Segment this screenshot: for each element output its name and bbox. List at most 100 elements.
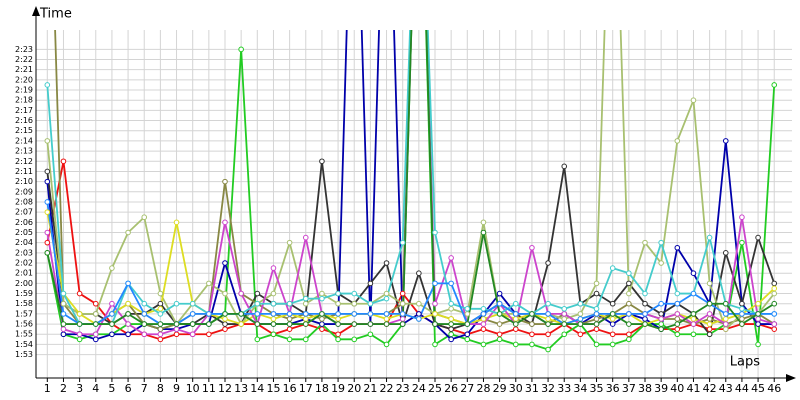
x-tick-label: 35 (590, 382, 604, 395)
point (464, 311, 471, 317)
point (44, 239, 51, 246)
point (658, 239, 664, 246)
series-line (46, 30, 775, 325)
point (480, 326, 487, 332)
point (658, 260, 664, 266)
point (189, 331, 196, 338)
point (674, 138, 681, 144)
point (254, 311, 261, 317)
point (739, 311, 745, 317)
x-tick-label: 10 (186, 382, 200, 395)
point (609, 265, 616, 271)
y-arrow (32, 6, 40, 16)
point (206, 311, 212, 317)
point (416, 300, 422, 307)
point (529, 331, 535, 338)
point (739, 214, 745, 221)
point (609, 341, 616, 348)
point (416, 311, 422, 317)
point (674, 244, 681, 251)
point (222, 316, 228, 322)
point (286, 321, 293, 327)
point (642, 300, 648, 307)
point (92, 331, 99, 338)
point (448, 300, 454, 307)
point (222, 326, 228, 332)
x-tick-label: 17 (299, 382, 313, 395)
point (658, 316, 664, 322)
point (383, 295, 390, 302)
y-tick-label: 2:13 (15, 147, 33, 156)
point (367, 321, 374, 327)
point (383, 321, 390, 327)
point (739, 321, 745, 327)
point (367, 311, 374, 317)
point (706, 331, 713, 338)
x-tick-label: 5 (108, 382, 115, 395)
point (319, 326, 325, 332)
x-tick-label: 36 (606, 382, 620, 395)
point (189, 321, 196, 327)
x-tick-label: 40 (670, 382, 684, 395)
x-tick-label: 24 (412, 382, 426, 395)
point (319, 311, 325, 317)
point (351, 311, 358, 317)
point (771, 326, 778, 332)
point (480, 311, 487, 317)
x-tick-label: 32 (541, 382, 555, 395)
point (254, 300, 261, 307)
x-tick-label: 27 (460, 382, 474, 395)
point (157, 336, 164, 343)
point (44, 250, 51, 256)
x-tick-label: 41 (686, 382, 700, 395)
point (60, 290, 67, 297)
x-tick-label: 11 (202, 382, 216, 395)
point (626, 280, 632, 287)
point (448, 280, 454, 287)
point (109, 265, 115, 271)
point (755, 316, 761, 322)
point (658, 321, 664, 327)
y-tick-label: 1:57 (15, 309, 33, 318)
point (593, 326, 600, 332)
point (222, 290, 228, 297)
x-tick-label: 45 (751, 382, 765, 395)
point (593, 341, 600, 348)
point (626, 270, 632, 276)
point (545, 260, 551, 266)
point (157, 331, 164, 338)
point (448, 316, 454, 322)
y-tick-label: 1:54 (15, 340, 33, 349)
point (173, 300, 180, 307)
x-tick-label: 42 (703, 382, 717, 395)
point (286, 239, 293, 246)
point (416, 316, 422, 322)
point (432, 280, 438, 287)
point (577, 331, 584, 338)
point (545, 316, 551, 322)
y-tick-label: 2:04 (15, 238, 33, 247)
point (593, 311, 600, 317)
point (706, 280, 713, 287)
y-tick-label: 2:11 (15, 167, 33, 176)
y-tick-label: 2:20 (15, 75, 33, 84)
x-tick-label: 6 (125, 382, 132, 395)
point (206, 321, 212, 327)
point (141, 331, 148, 338)
point (496, 311, 503, 317)
point (76, 321, 83, 327)
x-tick-label: 26 (444, 382, 458, 395)
point (238, 321, 244, 327)
point (739, 316, 745, 322)
y-tick-label: 2:23 (15, 45, 33, 54)
point (254, 321, 261, 327)
point (545, 346, 551, 353)
point (674, 290, 681, 297)
point (626, 336, 632, 343)
point (480, 306, 487, 312)
point (658, 311, 664, 317)
point (561, 163, 568, 170)
point (399, 311, 406, 317)
point (141, 300, 148, 307)
